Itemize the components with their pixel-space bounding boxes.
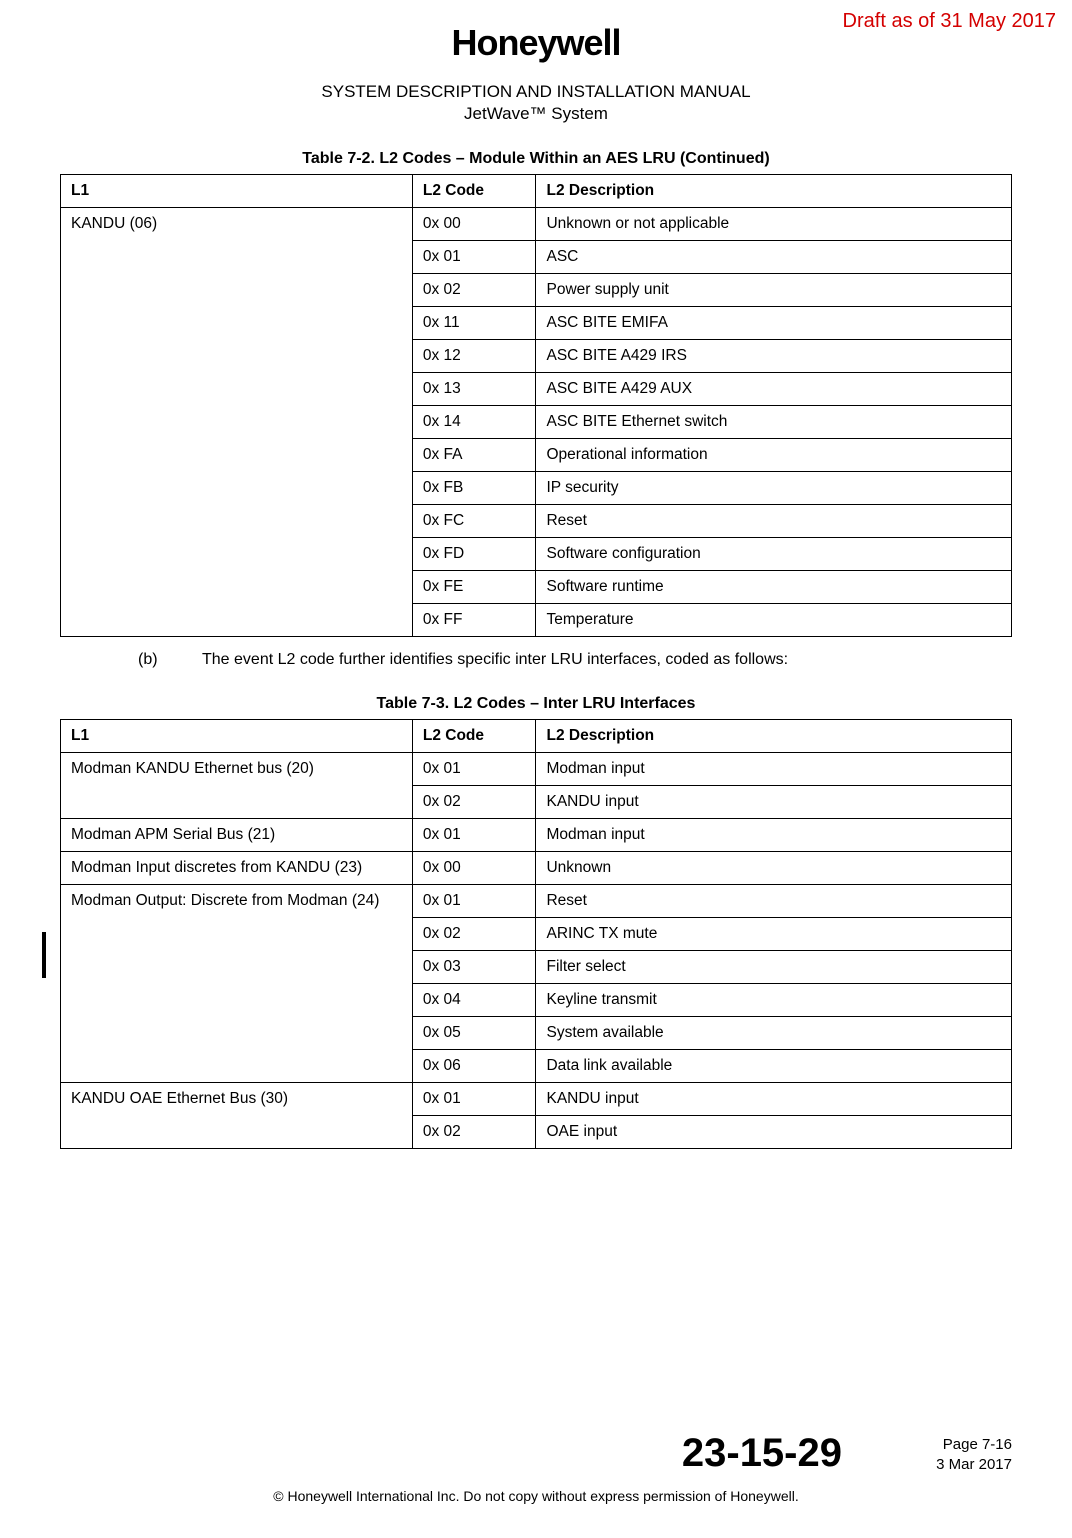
code-cell: 0x 01 xyxy=(412,753,536,786)
table-7-3: L1 L2 Code L2 Description Modman KANDU E… xyxy=(60,719,1012,1149)
t1-h-l1: L1 xyxy=(61,175,413,208)
table-row: KANDU (06)0x 00Unknown or not applicable xyxy=(61,208,1012,241)
code-cell: 0x 02 xyxy=(412,918,536,951)
t2-h-desc: L2 Description xyxy=(536,720,1012,753)
table-row: Modman APM Serial Bus (21)0x 01Modman in… xyxy=(61,819,1012,852)
desc-cell: Software runtime xyxy=(536,571,1012,604)
t2-l1-cell: Modman Input discretes from KANDU (23) xyxy=(61,852,413,885)
desc-cell: ASC BITE EMIFA xyxy=(536,307,1012,340)
desc-cell: ASC BITE Ethernet switch xyxy=(536,406,1012,439)
desc-cell: ASC BITE A429 AUX xyxy=(536,373,1012,406)
code-cell: 0x 01 xyxy=(412,1083,536,1116)
t2-l1-cell: Modman Output: Discrete from Modman (24) xyxy=(61,885,413,1083)
code-cell: 0x FD xyxy=(412,538,536,571)
table-7-2-caption: Table 7-2. L2 Codes – Module Within an A… xyxy=(60,150,1012,168)
note-label: (b) xyxy=(170,651,202,669)
code-cell: 0x 02 xyxy=(412,786,536,819)
code-cell: 0x 13 xyxy=(412,373,536,406)
t2-h-l1: L1 xyxy=(61,720,413,753)
code-cell: 0x 00 xyxy=(412,208,536,241)
desc-cell: Software configuration xyxy=(536,538,1012,571)
code-cell: 0x 05 xyxy=(412,1017,536,1050)
doc-title: SYSTEM DESCRIPTION AND INSTALLATION MANU… xyxy=(60,82,1012,102)
t2-l1-cell: Modman KANDU Ethernet bus (20) xyxy=(61,753,413,819)
code-cell: 0x 11 xyxy=(412,307,536,340)
table-row: Modman Input discretes from KANDU (23)0x… xyxy=(61,852,1012,885)
table-row: Modman Output: Discrete from Modman (24)… xyxy=(61,885,1012,918)
note-b: (b)The event L2 code further identifies … xyxy=(170,651,1012,669)
code-cell: 0x 03 xyxy=(412,951,536,984)
desc-cell: Keyline transmit xyxy=(536,984,1012,1017)
code-cell: 0x 06 xyxy=(412,1050,536,1083)
desc-cell: Temperature xyxy=(536,604,1012,637)
t2-l1-cell: Modman APM Serial Bus (21) xyxy=(61,819,413,852)
desc-cell: Reset xyxy=(536,885,1012,918)
desc-cell: Reset xyxy=(536,505,1012,538)
draft-stamp: Draft as of 31 May 2017 xyxy=(843,10,1056,33)
code-cell: 0x 01 xyxy=(412,819,536,852)
code-cell: 0x 01 xyxy=(412,885,536,918)
code-cell: 0x FB xyxy=(412,472,536,505)
code-cell: 0x FA xyxy=(412,439,536,472)
desc-cell: ASC BITE A429 IRS xyxy=(536,340,1012,373)
page-date: 3 Mar 2017 xyxy=(936,1455,1012,1475)
desc-cell: Filter select xyxy=(536,951,1012,984)
code-cell: 0x 02 xyxy=(412,1116,536,1149)
code-cell: 0x FC xyxy=(412,505,536,538)
change-bar xyxy=(42,932,46,978)
page-number: Page 7-16 xyxy=(936,1435,1012,1455)
desc-cell: Operational information xyxy=(536,439,1012,472)
table-7-3-caption: Table 7-3. L2 Codes – Inter LRU Interfac… xyxy=(60,695,1012,713)
code-cell: 0x 04 xyxy=(412,984,536,1017)
desc-cell: System available xyxy=(536,1017,1012,1050)
desc-cell: IP security xyxy=(536,472,1012,505)
code-cell: 0x FE xyxy=(412,571,536,604)
desc-cell: ASC xyxy=(536,241,1012,274)
code-cell: 0x FF xyxy=(412,604,536,637)
desc-cell: Power supply unit xyxy=(536,274,1012,307)
t1-h-code: L2 Code xyxy=(412,175,536,208)
document-page: Draft as of 31 May 2017 Honeywell SYSTEM… xyxy=(0,0,1072,1538)
t2-h-code: L2 Code xyxy=(412,720,536,753)
t1-l1-cell: KANDU (06) xyxy=(61,208,413,637)
desc-cell: ARINC TX mute xyxy=(536,918,1012,951)
table-7-2: L1 L2 Code L2 Description KANDU (06)0x 0… xyxy=(60,174,1012,637)
desc-cell: Modman input xyxy=(536,753,1012,786)
doc-subtitle: JetWave™ System xyxy=(60,104,1012,124)
table-row: Modman KANDU Ethernet bus (20)0x 01Modma… xyxy=(61,753,1012,786)
desc-cell: Modman input xyxy=(536,819,1012,852)
note-text: The event L2 code further identifies spe… xyxy=(202,651,788,668)
code-cell: 0x 02 xyxy=(412,274,536,307)
t2-l1-cell: KANDU OAE Ethernet Bus (30) xyxy=(61,1083,413,1149)
doc-number: 23-15-29 xyxy=(682,1431,842,1476)
t1-h-desc: L2 Description xyxy=(536,175,1012,208)
table-row: KANDU OAE Ethernet Bus (30)0x 01KANDU in… xyxy=(61,1083,1012,1116)
desc-cell: Unknown or not applicable xyxy=(536,208,1012,241)
code-cell: 0x 12 xyxy=(412,340,536,373)
code-cell: 0x 01 xyxy=(412,241,536,274)
code-cell: 0x 14 xyxy=(412,406,536,439)
desc-cell: KANDU input xyxy=(536,786,1012,819)
copyright: © Honeywell International Inc. Do not co… xyxy=(60,1488,1012,1504)
desc-cell: KANDU input xyxy=(536,1083,1012,1116)
desc-cell: Data link available xyxy=(536,1050,1012,1083)
desc-cell: Unknown xyxy=(536,852,1012,885)
code-cell: 0x 00 xyxy=(412,852,536,885)
desc-cell: OAE input xyxy=(536,1116,1012,1149)
